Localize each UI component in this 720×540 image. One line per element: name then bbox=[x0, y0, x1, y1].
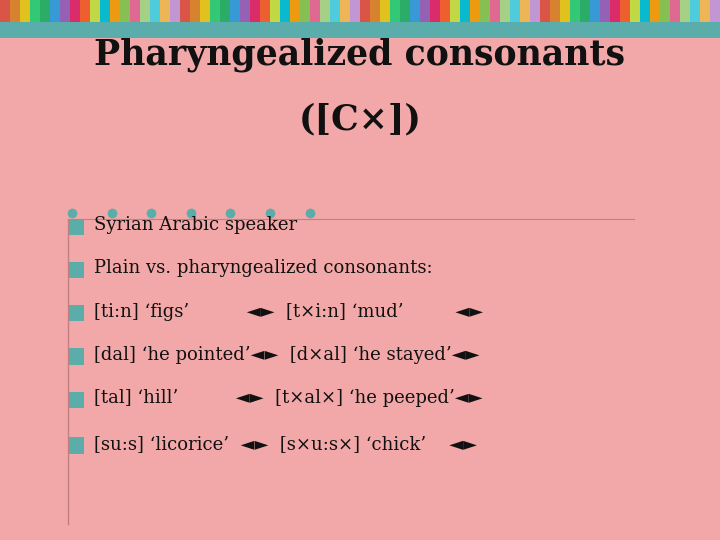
Bar bbox=[0, 0, 10, 22]
Text: Plain vs. pharyngealized consonants:: Plain vs. pharyngealized consonants: bbox=[94, 259, 432, 278]
Bar bbox=[630, 0, 640, 22]
Bar bbox=[50, 0, 60, 22]
Bar bbox=[0, 0, 720, 38]
Bar bbox=[350, 0, 360, 22]
Bar bbox=[30, 0, 40, 22]
Bar bbox=[270, 0, 280, 22]
Bar bbox=[140, 0, 150, 22]
Bar bbox=[420, 0, 430, 22]
Bar bbox=[510, 0, 520, 22]
Bar bbox=[110, 0, 120, 22]
Bar bbox=[240, 0, 250, 22]
Bar bbox=[60, 0, 70, 22]
Bar bbox=[590, 0, 600, 22]
Bar bbox=[410, 0, 420, 22]
Bar bbox=[680, 0, 690, 22]
Text: Syrian Arabic speaker: Syrian Arabic speaker bbox=[94, 216, 297, 234]
Bar bbox=[10, 0, 20, 22]
Bar bbox=[90, 0, 100, 22]
Text: [dal] ‘he pointed’◄►  [d×al] ‘he stayed’◄►: [dal] ‘he pointed’◄► [d×al] ‘he stayed’◄… bbox=[94, 346, 479, 364]
Bar bbox=[540, 0, 550, 22]
Bar bbox=[40, 0, 50, 22]
Bar bbox=[260, 0, 270, 22]
Bar bbox=[290, 0, 300, 22]
Bar bbox=[380, 0, 390, 22]
Bar bbox=[550, 0, 560, 22]
Bar bbox=[100, 0, 110, 22]
Bar bbox=[520, 0, 530, 22]
Bar bbox=[160, 0, 170, 22]
Bar bbox=[210, 0, 220, 22]
Bar bbox=[450, 0, 460, 22]
Bar bbox=[600, 0, 610, 22]
Bar bbox=[690, 0, 700, 22]
Bar bbox=[330, 0, 340, 22]
Bar bbox=[190, 0, 200, 22]
Bar bbox=[310, 0, 320, 22]
Bar bbox=[700, 0, 710, 22]
Bar bbox=[68, 392, 84, 408]
Bar bbox=[390, 0, 400, 22]
Bar bbox=[460, 0, 470, 22]
Bar bbox=[500, 0, 510, 22]
Bar bbox=[660, 0, 670, 22]
Text: ([C×]): ([C×]) bbox=[299, 103, 421, 137]
Bar bbox=[670, 0, 680, 22]
Bar bbox=[400, 0, 410, 22]
Bar bbox=[580, 0, 590, 22]
Bar bbox=[280, 0, 290, 22]
Bar bbox=[650, 0, 660, 22]
Bar bbox=[20, 0, 30, 22]
Bar bbox=[300, 0, 310, 22]
Bar bbox=[480, 0, 490, 22]
Bar bbox=[320, 0, 330, 22]
Bar bbox=[68, 219, 84, 235]
Bar bbox=[610, 0, 620, 22]
Bar bbox=[470, 0, 480, 22]
Bar bbox=[250, 0, 260, 22]
Bar bbox=[68, 348, 84, 364]
Bar bbox=[68, 437, 84, 454]
Bar bbox=[170, 0, 180, 22]
Bar bbox=[120, 0, 130, 22]
Bar bbox=[80, 0, 90, 22]
Bar bbox=[530, 0, 540, 22]
Bar bbox=[360, 0, 370, 22]
Bar bbox=[68, 262, 84, 278]
Bar bbox=[180, 0, 190, 22]
Bar bbox=[70, 0, 80, 22]
Text: [tal] ‘hill’          ◄►  [t×al×] ‘he peeped’◄►: [tal] ‘hill’ ◄► [t×al×] ‘he peeped’◄► bbox=[94, 389, 482, 407]
Bar bbox=[440, 0, 450, 22]
Bar bbox=[370, 0, 380, 22]
Bar bbox=[570, 0, 580, 22]
Bar bbox=[220, 0, 230, 22]
Bar bbox=[620, 0, 630, 22]
Bar bbox=[430, 0, 440, 22]
Text: [su:s] ‘licorice’  ◄►  [s×u:s×] ‘chick’    ◄►: [su:s] ‘licorice’ ◄► [s×u:s×] ‘chick’ ◄► bbox=[94, 435, 477, 453]
Bar bbox=[340, 0, 350, 22]
Bar bbox=[200, 0, 210, 22]
Bar bbox=[150, 0, 160, 22]
Bar bbox=[230, 0, 240, 22]
Bar bbox=[130, 0, 140, 22]
Bar bbox=[560, 0, 570, 22]
Text: [ti:n] ‘figs’          ◄►  [t×i:n] ‘mud’         ◄►: [ti:n] ‘figs’ ◄► [t×i:n] ‘mud’ ◄► bbox=[94, 302, 482, 321]
Bar bbox=[710, 0, 720, 22]
Text: Pharyngealized consonants: Pharyngealized consonants bbox=[94, 38, 626, 72]
Bar bbox=[490, 0, 500, 22]
Bar bbox=[68, 305, 84, 321]
Bar bbox=[640, 0, 650, 22]
